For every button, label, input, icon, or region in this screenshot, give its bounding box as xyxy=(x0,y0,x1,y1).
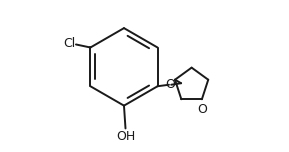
Text: O: O xyxy=(165,78,175,91)
Text: O: O xyxy=(198,103,208,116)
Text: Cl: Cl xyxy=(63,37,75,50)
Text: OH: OH xyxy=(116,130,135,143)
